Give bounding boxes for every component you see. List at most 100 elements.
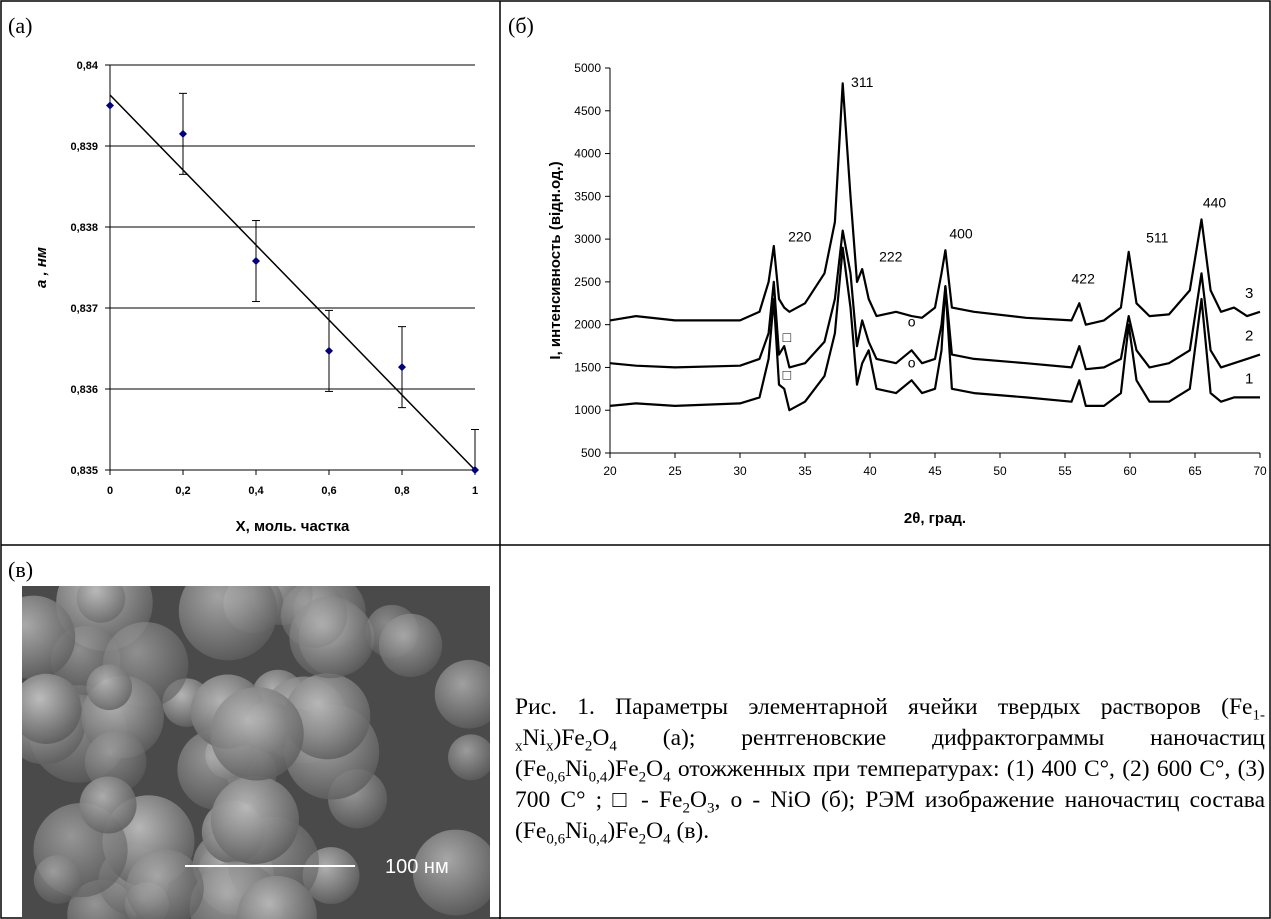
- x-tick-label: 0,2: [175, 485, 190, 497]
- annotation: 422: [1072, 271, 1096, 287]
- annotation: 311: [851, 74, 874, 90]
- panel-label: (б): [508, 13, 534, 38]
- x-tick-label: 40: [863, 464, 877, 478]
- x-tick-label: 0: [107, 485, 113, 497]
- x-tick-label: 70: [1253, 464, 1267, 478]
- y-tick-label: 4000: [574, 147, 601, 161]
- caption-subscript: 4: [663, 770, 671, 786]
- annotation: 400: [949, 225, 973, 241]
- y-axis-label: I, интенсивность (відн.од.): [547, 161, 564, 359]
- y-tick-label: 0,84: [77, 60, 99, 72]
- caption: Рис. 1. Параметры элементарной ячейки тв…: [515, 692, 1265, 847]
- y-tick-label: 1500: [574, 360, 601, 374]
- x-tick-label: 45: [928, 464, 942, 478]
- scale-label: 100 нм: [385, 856, 449, 878]
- y-tick-label: 500: [581, 446, 601, 460]
- x-tick-label: 55: [1058, 464, 1072, 478]
- y-tick-label: 3000: [574, 232, 601, 246]
- caption-subscript: 0,6: [546, 770, 565, 786]
- particle: [210, 687, 303, 780]
- caption-text: Рис. 1. Параметры элементарной ячейки тв…: [515, 694, 1253, 720]
- y-tick-label: 0,839: [70, 141, 98, 153]
- particle: [179, 562, 277, 660]
- caption-text: O: [646, 756, 663, 782]
- particle: [435, 660, 504, 729]
- y-tick-label: 0,835: [70, 465, 98, 477]
- particle: [448, 734, 494, 780]
- annotation: 440: [1203, 194, 1227, 210]
- caption-subscript: 0,4: [589, 770, 608, 786]
- caption-subscript: 4: [609, 739, 617, 755]
- y-axis-label: a , нм: [33, 247, 50, 288]
- caption-text: O: [646, 818, 663, 844]
- y-tick-label: 1000: [574, 403, 601, 417]
- annotation: o: [908, 313, 916, 329]
- annotation: □: [783, 329, 792, 345]
- caption-subscript: x: [546, 739, 554, 755]
- caption-subscript: 0,6: [546, 832, 565, 848]
- caption-text: )Fe: [607, 756, 638, 782]
- particle: [289, 596, 371, 678]
- line-series: [610, 231, 1260, 370]
- legend-label: 1: [1245, 370, 1253, 387]
- annotation: 222: [879, 248, 903, 264]
- y-tick-label: 2500: [574, 275, 601, 289]
- y-tick-label: 5000: [574, 61, 601, 75]
- particle: [77, 574, 126, 623]
- point: [179, 130, 187, 138]
- point: [252, 257, 260, 265]
- legend-label: 3: [1245, 285, 1253, 302]
- panel-label: (а): [8, 13, 32, 38]
- x-tick-label: 50: [993, 464, 1007, 478]
- annotation: o: [908, 354, 916, 370]
- point: [325, 347, 333, 355]
- page: (а) (б) (в) 100 нм 0,8350,8360,8370,8380…: [0, 0, 1271, 919]
- line-series: [610, 248, 1260, 411]
- particle: [11, 674, 81, 744]
- x-tick-label: 35: [798, 464, 812, 478]
- plot: 500 1000 1500 2000 2500 3000 3500 4000 4500 5000 2…: [547, 61, 1267, 527]
- caption-text: )Fe: [607, 818, 638, 844]
- x-tick-label: 0,8: [394, 485, 409, 497]
- y-tick-label: 0,837: [70, 303, 98, 315]
- x-tick-label: 65: [1188, 464, 1202, 478]
- x-tick-label: 25: [668, 464, 682, 478]
- line-series: [610, 83, 1260, 324]
- caption-text: Ni: [523, 725, 547, 751]
- caption-text: Ni: [565, 756, 589, 782]
- x-tick-label: 0,4: [248, 485, 264, 497]
- particle: [80, 776, 137, 833]
- sem-image: 100 нм: [0, 554, 503, 919]
- plot: 0,835 0,836 0,837 0,838 0,839 0,84 0 0,2 0,4 0,6 0…: [33, 60, 479, 535]
- particle: [211, 776, 299, 864]
- point: [398, 363, 406, 371]
- y-tick-label: 2000: [574, 318, 601, 332]
- particle: [34, 855, 83, 904]
- y-tick-label: 4500: [574, 104, 601, 118]
- x-axis-label: X, моль. частка: [236, 518, 350, 535]
- annotation: 511: [1146, 230, 1169, 246]
- particle: [379, 614, 442, 677]
- point: [106, 102, 114, 110]
- caption-text: (в).: [671, 818, 710, 844]
- particle: [86, 664, 132, 710]
- caption-text: O: [592, 725, 609, 751]
- annotation: □: [783, 366, 792, 382]
- legend-label: 2: [1245, 328, 1253, 345]
- x-tick-label: 30: [733, 464, 747, 478]
- caption-text: )Fe: [554, 725, 585, 751]
- x-tick-label: 60: [1123, 464, 1137, 478]
- x-tick-label: 20: [603, 464, 617, 478]
- x-tick-label: 0,6: [321, 485, 336, 497]
- x-tick-label: 1: [472, 485, 478, 497]
- caption-subscript: 2: [682, 801, 690, 817]
- annotation: 220: [788, 229, 812, 245]
- trendline: [110, 95, 475, 470]
- panel-label: (в): [8, 557, 33, 582]
- y-tick-label: 0,838: [70, 222, 98, 234]
- x-axis-label: 2θ, град.: [904, 510, 966, 527]
- caption-subscript: 0,4: [589, 832, 608, 848]
- y-tick-label: 3500: [574, 189, 601, 203]
- y-tick-label: 0,836: [70, 384, 98, 396]
- caption-subscript: 4: [663, 832, 671, 848]
